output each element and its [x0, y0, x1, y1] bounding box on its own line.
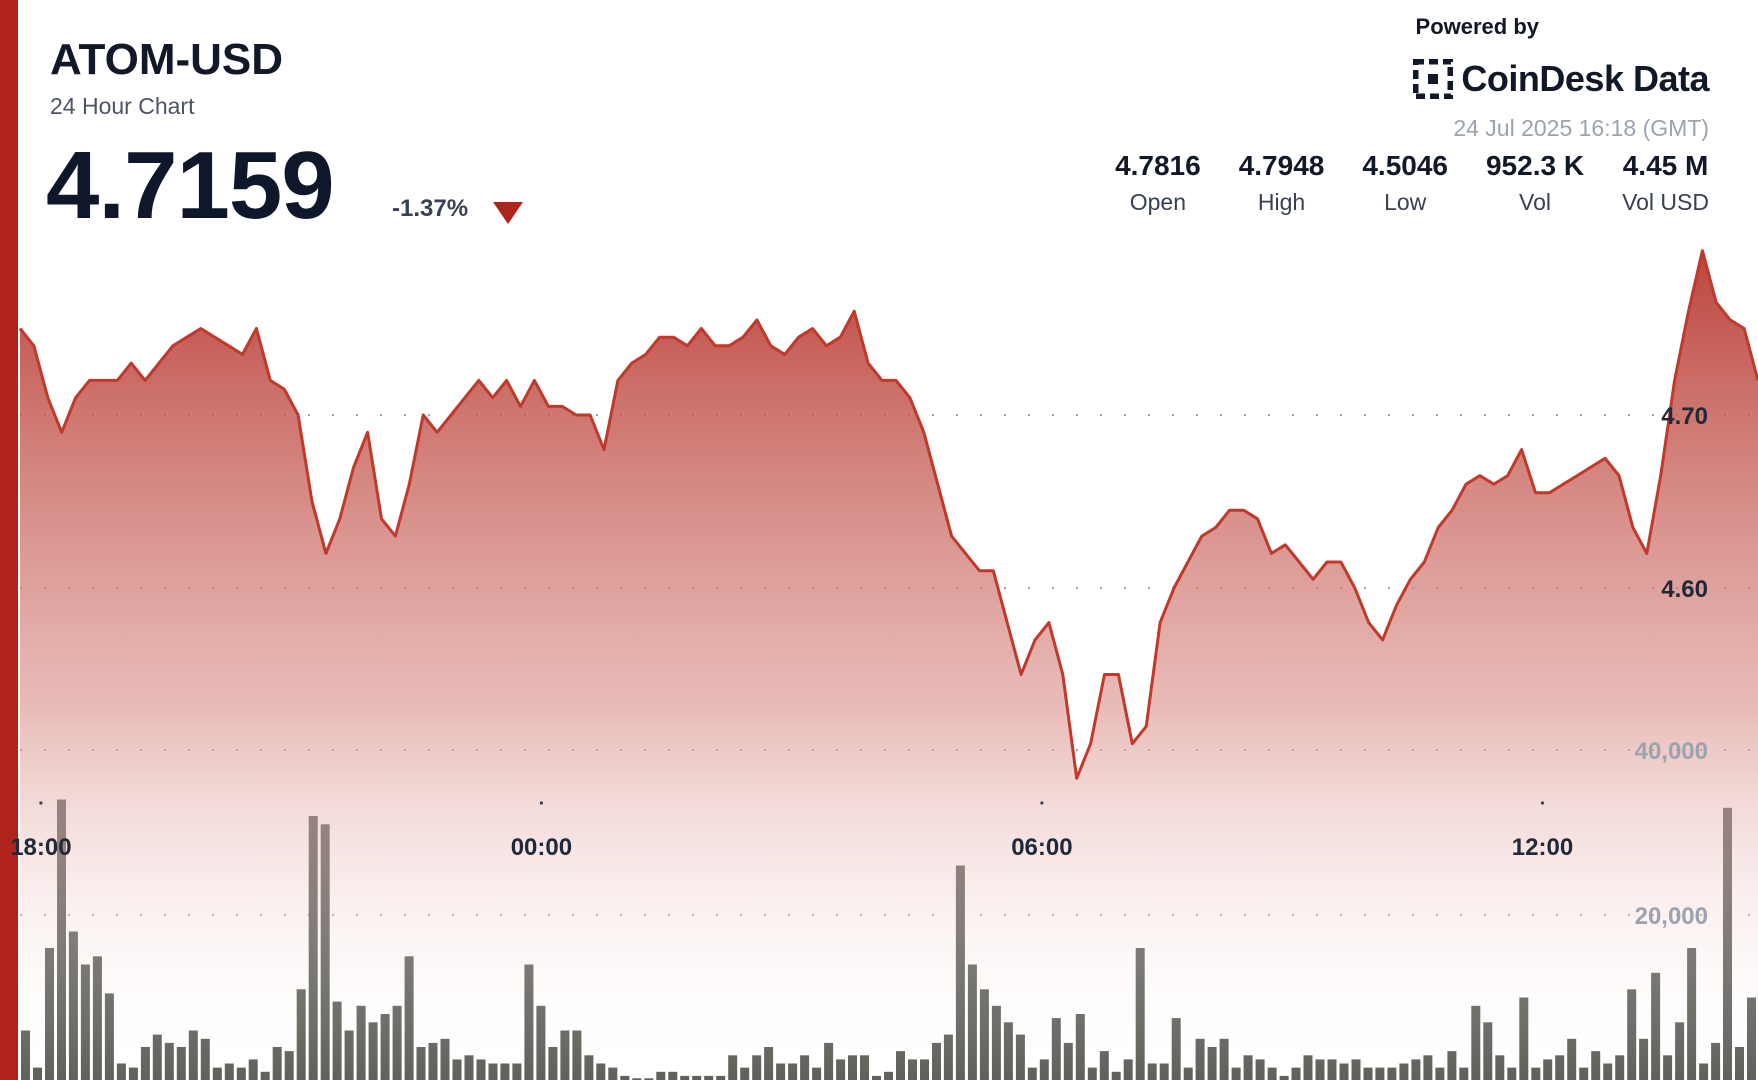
time-tick-mark: [1040, 801, 1044, 805]
stat-value: 952.3 K: [1485, 150, 1585, 181]
stat-value: 4.7816: [1115, 150, 1201, 181]
volume-tick-label: 40,000: [1635, 738, 1708, 765]
coindesk-brand: CoinDesk Data: [1411, 57, 1709, 101]
down-triangle-icon: [493, 202, 523, 224]
stat-value: 4.7948: [1238, 150, 1325, 181]
pair-title: ATOM-USD: [50, 35, 284, 84]
chart-subtitle: 24 Hour Chart: [50, 93, 195, 119]
stat-value: 4.5046: [1362, 150, 1448, 181]
price-area: [20, 250, 1758, 1080]
time-tick-mark: [1540, 801, 1545, 805]
time-tick-mark: [539, 801, 544, 805]
time-tick-label: 18:00: [10, 834, 71, 861]
price-tick-label: 4.70: [1661, 403, 1708, 430]
time-tick-label: 06:00: [1011, 834, 1072, 861]
stat-high: 4.7948 High: [1239, 152, 1325, 214]
volume-tick-label: 20,000: [1635, 903, 1708, 930]
stat-vol: 952.3 K Vol: [1486, 152, 1584, 214]
stat-open: 4.7816 Open: [1115, 152, 1201, 214]
coindesk-brand-name: CoinDesk Data: [1461, 58, 1709, 99]
stat-label: Low: [1384, 189, 1427, 215]
stat-label: High: [1257, 189, 1306, 215]
coindesk-logo-icon: [1411, 57, 1455, 101]
axis-labels: 4.60 4.70 20,000 40,000 18:00 00:00 06:00 12:00: [10, 403, 1708, 930]
time-tick-label: 00:00: [511, 834, 572, 861]
stat-low: 4.5046 Low: [1362, 152, 1448, 214]
timestamp: 24 Jul 2025 16:18 (GMT): [1453, 115, 1709, 141]
powered-by-label: Powered by: [1415, 14, 1539, 39]
accent-bar: [0, 0, 18, 1080]
stat-label: Open: [1129, 189, 1187, 215]
price-line: [18, 249, 1758, 780]
time-tick-label: 12:00: [1512, 834, 1573, 861]
stat-label: Vol USD: [1622, 189, 1709, 215]
time-tick-mark: [39, 801, 43, 805]
stat-value: 4.45 M: [1622, 150, 1709, 181]
price-tick-label: 4.60: [1661, 576, 1708, 603]
stat-label: Vol: [1519, 189, 1552, 215]
stats-row: 4.7816 Open 4.7948 High 4.5046 Low 952.3…: [1077, 152, 1709, 214]
price-change: -1.37%: [392, 195, 469, 222]
stat-vol-usd: 4.45 M Vol USD: [1622, 152, 1709, 214]
current-price: 4.7159: [46, 132, 335, 239]
